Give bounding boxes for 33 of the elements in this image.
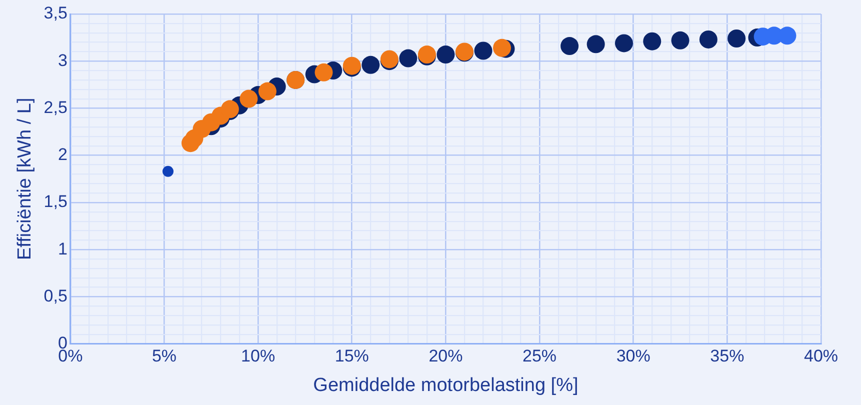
- point: [399, 49, 418, 68]
- point: [493, 38, 512, 57]
- y-tick-label: 3: [58, 50, 68, 70]
- y-axis-title: Efficiëntie [kWh / L]: [14, 98, 36, 260]
- point: [728, 30, 746, 48]
- x-tick-label: 40%: [804, 346, 838, 366]
- point: [699, 30, 718, 48]
- x-tick-label: 10%: [241, 346, 276, 366]
- point: [162, 166, 174, 177]
- y-tick-label: 2: [58, 145, 68, 164]
- point: [474, 42, 492, 60]
- x-axis-title: Gemiddelde motorbelasting [%]: [313, 374, 578, 396]
- x-tick-label: 35%: [710, 346, 744, 366]
- y-tick-label: 0,5: [44, 286, 68, 306]
- x-tick-label: 30%: [616, 346, 650, 366]
- y-tick-label: 3,5: [44, 4, 68, 23]
- y-tick-label: 1,5: [44, 192, 68, 212]
- y-tick-label: 1: [58, 239, 68, 258]
- point: [240, 90, 258, 108]
- x-tick-label: 20%: [428, 346, 463, 366]
- point: [314, 63, 333, 82]
- point: [614, 34, 633, 52]
- x-tick-label: 25%: [522, 346, 557, 366]
- point: [258, 82, 276, 100]
- x-tick-label: 5%: [152, 346, 177, 366]
- point: [560, 37, 579, 56]
- y-tick-label: 2,5: [44, 98, 68, 117]
- point: [436, 46, 455, 64]
- point: [643, 32, 662, 50]
- point: [362, 56, 380, 74]
- point: [671, 31, 690, 50]
- point: [586, 35, 605, 54]
- x-tick-label: 15%: [334, 346, 369, 366]
